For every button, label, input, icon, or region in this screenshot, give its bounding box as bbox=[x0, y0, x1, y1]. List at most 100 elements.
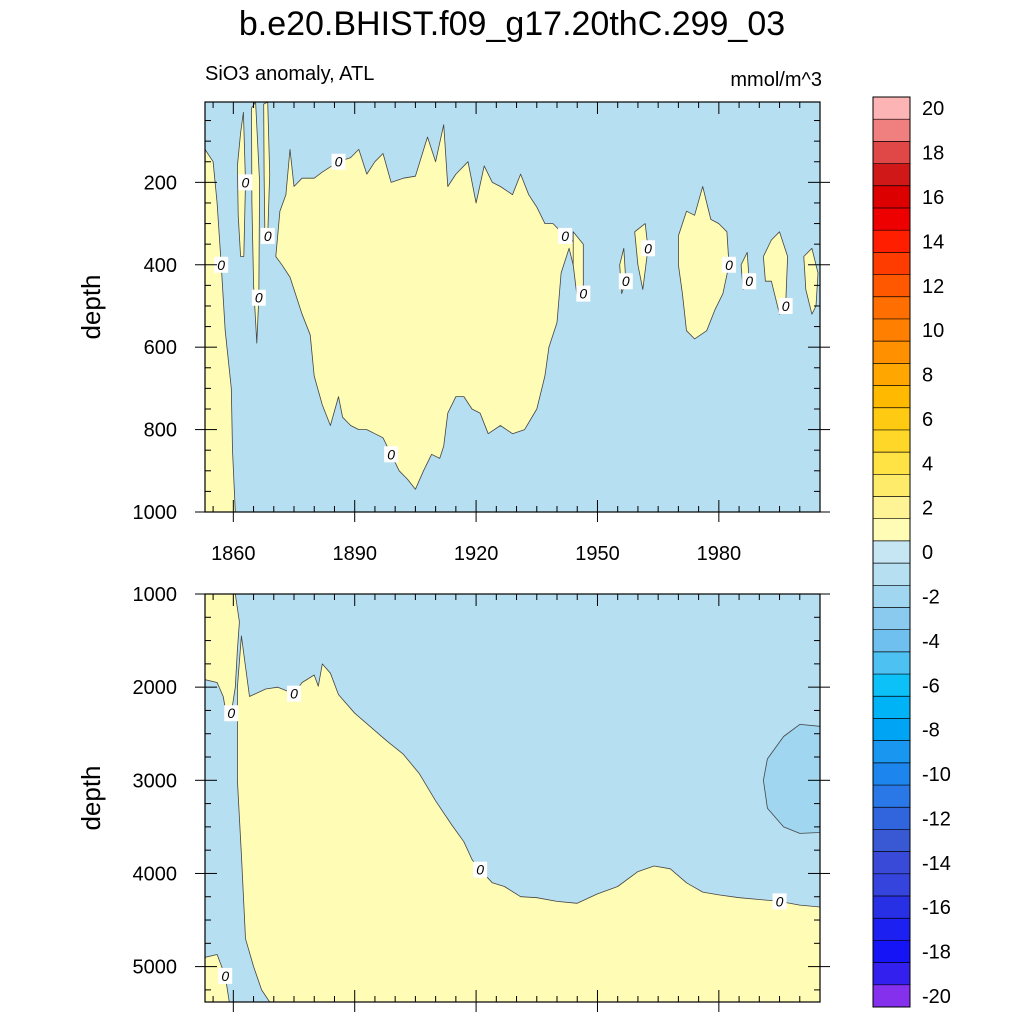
colorbar-swatch bbox=[873, 185, 910, 209]
contour-label: 0 bbox=[561, 228, 569, 244]
y-tick-label: 5000 bbox=[133, 957, 178, 979]
colorbar-swatch bbox=[873, 896, 910, 919]
colorbar-label: 0 bbox=[922, 542, 933, 564]
colorbar-label: -20 bbox=[922, 986, 951, 1008]
colorbar-label: -12 bbox=[922, 808, 951, 830]
contour-label-background bbox=[251, 289, 266, 306]
y-tick-label: 2000 bbox=[133, 677, 178, 699]
colorbar-label: 10 bbox=[922, 320, 944, 342]
lower-panel: 0 0 0 0 0 1000 2000 3000 4000 5000 depth bbox=[76, 584, 830, 1012]
colorbar-label: -2 bbox=[922, 586, 940, 608]
colorbar-swatch bbox=[873, 296, 910, 320]
contour-label-background bbox=[331, 153, 346, 170]
contour-label: 0 bbox=[264, 228, 272, 244]
y-tick-label: 3000 bbox=[133, 770, 178, 792]
contour-label-background bbox=[641, 240, 656, 257]
colorbar-swatch bbox=[873, 540, 910, 564]
colorbar-swatch bbox=[873, 696, 910, 719]
colorbar-label: 14 bbox=[922, 231, 944, 253]
contour-label-background bbox=[558, 227, 573, 244]
colorbar-label: -4 bbox=[922, 631, 940, 653]
contour-label-background bbox=[721, 256, 736, 273]
colorbar-label: -18 bbox=[922, 942, 951, 964]
colorbar-swatch bbox=[873, 762, 910, 786]
contour-label-background bbox=[772, 893, 787, 910]
contour-region-central-warm-body bbox=[275, 124, 582, 490]
colorbar-swatch bbox=[873, 651, 910, 675]
y-tick-label: 1000 bbox=[133, 502, 178, 524]
contour-region-patch-1959 bbox=[634, 223, 649, 290]
units-label: mmol/m^3 bbox=[730, 69, 822, 91]
colorbar-swatch bbox=[873, 962, 910, 986]
contour-label-background bbox=[778, 297, 793, 314]
colorbar-swatch bbox=[873, 385, 910, 409]
colorbar-label: -14 bbox=[922, 853, 951, 875]
contour-label: 0 bbox=[221, 968, 229, 984]
contour-region-early-streak-2 bbox=[251, 102, 261, 344]
contour-region-westernmost-1000m-band bbox=[205, 148, 236, 512]
contour-label-background bbox=[576, 285, 591, 302]
contour-label-background bbox=[260, 227, 275, 244]
colorbar-swatch bbox=[873, 474, 910, 497]
contour-label: 0 bbox=[745, 273, 753, 289]
contour-label: 0 bbox=[622, 273, 630, 289]
contour-label-background bbox=[473, 861, 488, 878]
y-axis-title: depth bbox=[76, 274, 106, 339]
y-tick-label: 1000 bbox=[133, 584, 178, 606]
contour-label-background bbox=[384, 446, 399, 463]
colorbar-swatch bbox=[873, 318, 910, 342]
x-tick-label: 1920 bbox=[454, 543, 499, 565]
y-tick-label: 600 bbox=[144, 337, 177, 359]
panel-subtitle: SiO3 anomaly, ATL bbox=[205, 63, 375, 85]
x-tick-label: 1890 bbox=[332, 543, 377, 565]
contour-label: 0 bbox=[255, 290, 263, 306]
colorbar-swatch bbox=[873, 785, 910, 808]
colorbar-swatch bbox=[873, 119, 910, 142]
colorbar-label: 12 bbox=[922, 276, 944, 298]
contour-region-patch-1975 bbox=[678, 186, 730, 340]
colorbar-swatch bbox=[873, 674, 910, 697]
contour-label-background bbox=[618, 273, 633, 290]
contour-label: 0 bbox=[217, 257, 225, 273]
colorbar-swatch bbox=[873, 984, 910, 1008]
colorbar-swatch bbox=[873, 940, 910, 963]
colorbar-swatch bbox=[873, 141, 910, 164]
contour-region-deep-warm-wedge bbox=[236, 635, 820, 1002]
colorbar-swatch bbox=[873, 585, 910, 608]
colorbar-label: 20 bbox=[922, 98, 944, 120]
contour-label: 0 bbox=[776, 893, 784, 909]
contour-label-background bbox=[238, 174, 253, 191]
contour-label: 0 bbox=[290, 686, 298, 702]
colorbar-swatch bbox=[873, 163, 910, 187]
colorbar-swatch bbox=[873, 851, 910, 875]
colorbar-swatch bbox=[873, 407, 910, 431]
colorbar-swatch bbox=[873, 97, 910, 120]
colorbar-label: -16 bbox=[922, 897, 951, 919]
colorbar-swatch bbox=[873, 496, 910, 520]
colorbar-swatch bbox=[873, 873, 910, 897]
contour-label-background bbox=[214, 256, 229, 273]
contour-label: 0 bbox=[644, 240, 652, 256]
y-tick-label: 4000 bbox=[133, 863, 178, 885]
colorbar-swatch bbox=[873, 452, 910, 475]
colorbar-swatch bbox=[873, 341, 910, 364]
contour-region-eastern-cold-cell bbox=[763, 724, 820, 834]
colorbar-swatch bbox=[873, 718, 910, 741]
x-tick-label: 1860 bbox=[211, 543, 256, 565]
contour-label-background bbox=[224, 705, 239, 722]
contour-label: 0 bbox=[387, 446, 395, 462]
colorbar-swatch bbox=[873, 807, 910, 830]
contour-label: 0 bbox=[335, 154, 343, 170]
contour-label-background bbox=[742, 273, 757, 290]
plot-frame bbox=[204, 101, 821, 513]
contour-label: 0 bbox=[579, 286, 587, 302]
colorbar-swatch bbox=[873, 607, 910, 630]
colorbar-swatch bbox=[873, 429, 910, 453]
colorbar-swatch bbox=[873, 918, 910, 941]
y-tick-label: 400 bbox=[144, 255, 177, 277]
colorbar-label: -10 bbox=[922, 764, 951, 786]
contour-label: 0 bbox=[725, 257, 733, 273]
colorbar: 20181614121086420-2-4-6-8-10-12-14-16-18… bbox=[872, 96, 951, 1008]
colorbar-label: 4 bbox=[922, 453, 933, 475]
